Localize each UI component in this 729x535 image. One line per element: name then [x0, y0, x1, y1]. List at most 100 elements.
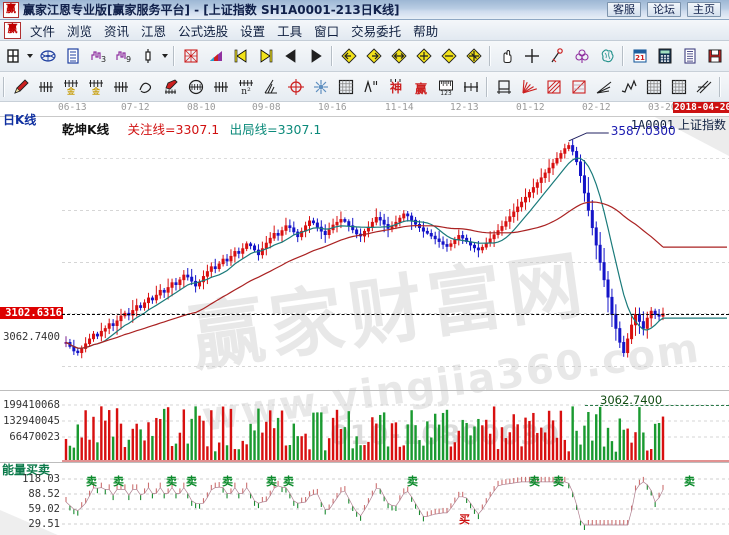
- menu-help[interactable]: 帮助: [413, 23, 439, 39]
- save-icon[interactable]: [703, 45, 726, 68]
- grid-tool2-icon[interactable]: [667, 75, 690, 98]
- chart-area[interactable]: 赢家财富网 www.yingjia360.com 010-10800030 06…: [0, 102, 729, 535]
- square-n2-icon[interactable]: n²: [234, 75, 257, 98]
- parallel-icon[interactable]: [692, 75, 715, 98]
- support-button[interactable]: 客服: [607, 2, 641, 17]
- notes-icon[interactable]: [678, 45, 701, 68]
- toolbar-primary: 3 9 21: [0, 41, 729, 72]
- starburst-icon[interactable]: [309, 75, 332, 98]
- date-tick-2: 08-10: [187, 102, 216, 113]
- price-panel[interactable]: 3102.6316 3062.7400 3587.0300: [0, 116, 729, 390]
- span-measure-icon[interactable]: [459, 75, 482, 98]
- gann-gold-1-icon[interactable]: 金: [59, 75, 82, 98]
- forum-button[interactable]: 论坛: [647, 2, 681, 17]
- date-tick-0: 06-13: [58, 102, 87, 113]
- next-page-icon[interactable]: [304, 45, 327, 68]
- signal-marker-sell-9: 卖: [553, 475, 564, 488]
- indicator-panel[interactable]: 能量买卖 118.03 88.52 59.02 29.51 卖卖卖卖卖卖卖卖卖卖卖买: [0, 462, 729, 535]
- indicator-chart-svg: [62, 476, 729, 530]
- calendar-day-icon[interactable]: [1, 45, 24, 68]
- shen-icon[interactable]: 神: [384, 75, 407, 98]
- signal-marker-sell-0: 卖: [86, 475, 97, 488]
- zoom-both-icon[interactable]: [387, 45, 410, 68]
- target-icon[interactable]: [284, 75, 307, 98]
- zigzag-icon[interactable]: [617, 75, 640, 98]
- market-overview-icon[interactable]: [36, 45, 59, 68]
- formula-icon[interactable]: [725, 75, 729, 98]
- date-tick-5: 11-14: [385, 102, 414, 113]
- crosshair-icon[interactable]: [520, 45, 543, 68]
- brain-analysis-icon[interactable]: [595, 45, 618, 68]
- channel-icon[interactable]: [542, 75, 565, 98]
- menu-settings[interactable]: 设置: [240, 23, 266, 39]
- signal-marker-buy-11: 买: [459, 513, 470, 526]
- menu-gann[interactable]: 江恩: [141, 23, 167, 39]
- indicator-scale-0: 118.03: [22, 473, 60, 485]
- fan-lines-icon[interactable]: [517, 75, 540, 98]
- stock-identity: 1A0001 上证指数: [631, 116, 726, 133]
- signal-marker-sell-3: 卖: [186, 475, 197, 488]
- menu-tools[interactable]: 工具: [277, 23, 303, 39]
- candle-style-icon[interactable]: [136, 45, 159, 68]
- calculator-icon[interactable]: [653, 45, 676, 68]
- menu-news[interactable]: 资讯: [104, 23, 130, 39]
- gann-fan-icon[interactable]: [34, 75, 57, 98]
- circle-gann-icon[interactable]: [184, 75, 207, 98]
- multi-chart-9-icon[interactable]: 9: [111, 45, 134, 68]
- calendar-icon[interactable]: 21: [628, 45, 651, 68]
- price-chart-svg: [62, 132, 729, 367]
- square-grid-icon[interactable]: [334, 75, 357, 98]
- trend-line-icon[interactable]: [592, 75, 615, 98]
- retrace-icon[interactable]: [567, 75, 590, 98]
- zoom-in-icon[interactable]: [412, 45, 435, 68]
- toolbar-separator: [719, 76, 721, 97]
- menu-formula-stock-pick[interactable]: 公式选股: [178, 23, 229, 39]
- signal-marker-sell-1: 卖: [113, 475, 124, 488]
- menu-trade[interactable]: 交易委托: [351, 23, 402, 39]
- zoom-fit-icon[interactable]: [462, 45, 485, 68]
- angle-lines-icon[interactable]: [259, 75, 282, 98]
- app-logo-icon: 赢: [4, 21, 21, 39]
- report-list-icon[interactable]: [61, 45, 84, 68]
- wave-mark-icon[interactable]: [359, 75, 382, 98]
- hand-pan-icon[interactable]: [495, 45, 518, 68]
- shift-right-icon[interactable]: [362, 45, 385, 68]
- volume-label-2: 66470023: [9, 431, 60, 443]
- date-tick-6: 12-13: [450, 102, 479, 113]
- volume-panel[interactable]: 199410068 132940045 66470023 3062.7400: [0, 390, 729, 463]
- date-tick-4: 10-16: [318, 102, 347, 113]
- home-button[interactable]: 主页: [687, 2, 721, 17]
- zoom-out-icon[interactable]: [437, 45, 460, 68]
- prev-page-icon[interactable]: [279, 45, 302, 68]
- menu-browse[interactable]: 浏览: [67, 23, 93, 39]
- signal-marker-sell-6: 卖: [283, 475, 294, 488]
- gann-curve-icon[interactable]: [134, 75, 157, 98]
- gann-grid-icon[interactable]: [179, 45, 202, 68]
- signal-marker-sell-4: 卖: [222, 475, 233, 488]
- pencil-draw-icon[interactable]: [9, 75, 32, 98]
- title-bar: 赢 赢家江恩专业版[赢家服务平台] - [上证指数 SH1A0001-213日K…: [0, 0, 729, 20]
- measure-tool-icon[interactable]: [545, 45, 568, 68]
- color-spectrum-icon[interactable]: [204, 45, 227, 68]
- ladder-icon[interactable]: [209, 75, 232, 98]
- first-page-icon[interactable]: [229, 45, 252, 68]
- menu-file[interactable]: 文件: [30, 23, 56, 39]
- ruler-icon[interactable]: 123: [434, 75, 457, 98]
- multi-chart-3-icon[interactable]: 3: [86, 45, 109, 68]
- menu-window[interactable]: 窗口: [314, 23, 340, 39]
- dropdown-arrow-period[interactable]: [25, 45, 35, 68]
- grid-tool-icon[interactable]: [642, 75, 665, 98]
- last-page-icon[interactable]: [254, 45, 277, 68]
- ying-icon[interactable]: 赢: [409, 75, 432, 98]
- box-tool-icon[interactable]: [492, 75, 515, 98]
- indicator-scale-2: 59.02: [28, 503, 60, 515]
- date-tick-3: 09-08: [252, 102, 281, 113]
- svg-text:神: 神: [389, 80, 401, 95]
- gann-gold-2-icon[interactable]: 金: [84, 75, 107, 98]
- toolbar-separator: [3, 76, 5, 97]
- flower-tool-icon[interactable]: [570, 45, 593, 68]
- pen-tool-icon[interactable]: [159, 75, 182, 98]
- dropdown-arrow-style[interactable]: [160, 45, 170, 68]
- gann-line-f-icon[interactable]: [109, 75, 132, 98]
- shift-left-icon[interactable]: [337, 45, 360, 68]
